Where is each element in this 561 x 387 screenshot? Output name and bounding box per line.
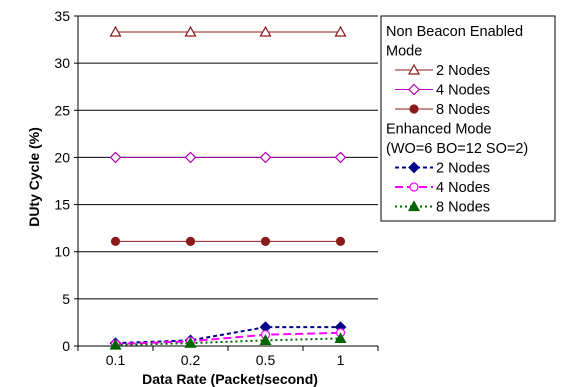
data-point [259, 334, 272, 345]
series-line [115, 326, 341, 345]
legend-marker [407, 63, 421, 75]
series-group1-1 [109, 25, 347, 37]
data-point [335, 236, 346, 246]
y-tick-label: 10 [54, 244, 70, 260]
series-group1-3 [110, 236, 346, 246]
data-point [334, 25, 347, 37]
legend-entry-label: 4 Nodes [436, 180, 490, 196]
tick-labels: 0 5 10 15 20 25 30 35 0.1 0.2 0.5 1 [54, 8, 344, 368]
data-point [184, 336, 197, 348]
data-point [260, 236, 271, 246]
legend-entry-label: 4 Nodes [436, 83, 490, 99]
data-point [109, 151, 122, 164]
y-tick-label: 0 [62, 338, 70, 354]
data-point [334, 151, 347, 164]
x-tick-label: 0.2 [181, 352, 201, 368]
legend-entry-label: 2 Nodes [436, 63, 490, 79]
y-tick-label: 20 [54, 149, 70, 165]
x-tick-label: 0.5 [256, 352, 276, 368]
legend-group-title: Non Beacon Enabled [386, 24, 523, 40]
data-point [334, 332, 347, 344]
legend-marker [408, 161, 420, 174]
y-tick-label: 25 [54, 102, 70, 118]
legend: Non Beacon Enabled Mode 2 Nodes 4 Nodes 8 No… [380, 15, 556, 222]
data-point [259, 151, 272, 164]
legend-marker [409, 182, 419, 192]
x-tick-label: 1 [337, 352, 345, 368]
y-axis-title: DUty Cycle (%) [26, 127, 42, 227]
x-tick-label: 0.1 [106, 352, 126, 368]
data-point [185, 236, 196, 246]
legend-group-title: Enhanced Mode [386, 122, 492, 138]
data-point [109, 25, 122, 37]
axes [74, 15, 379, 351]
series-group1-2 [109, 151, 347, 164]
y-tick-label: 5 [62, 291, 70, 307]
legend-entry-label: 8 Nodes [436, 200, 490, 216]
series-line [115, 331, 341, 346]
legend-marker [408, 83, 420, 96]
data-point [184, 25, 197, 37]
legend-group-title: Mode [386, 44, 422, 60]
data-point [110, 236, 121, 246]
legend-marker [407, 200, 421, 212]
x-axis-title: Data Rate (Packet/second) [142, 371, 318, 387]
legend-group-title: (WO=6 BO=12 SO=2) [386, 141, 528, 157]
legend-marker [409, 104, 419, 114]
y-tick-label: 15 [54, 197, 70, 213]
data-point [259, 25, 272, 37]
legend-entry-label: 2 Nodes [436, 161, 490, 177]
series-line [115, 337, 341, 347]
data-point [184, 151, 197, 164]
y-tick-label: 35 [54, 8, 70, 24]
legend-entry-label: 8 Nodes [436, 102, 490, 118]
series-group2-3 [109, 332, 347, 350]
series [109, 25, 347, 350]
y-tick-label: 30 [54, 55, 70, 71]
data-point [109, 338, 122, 350]
